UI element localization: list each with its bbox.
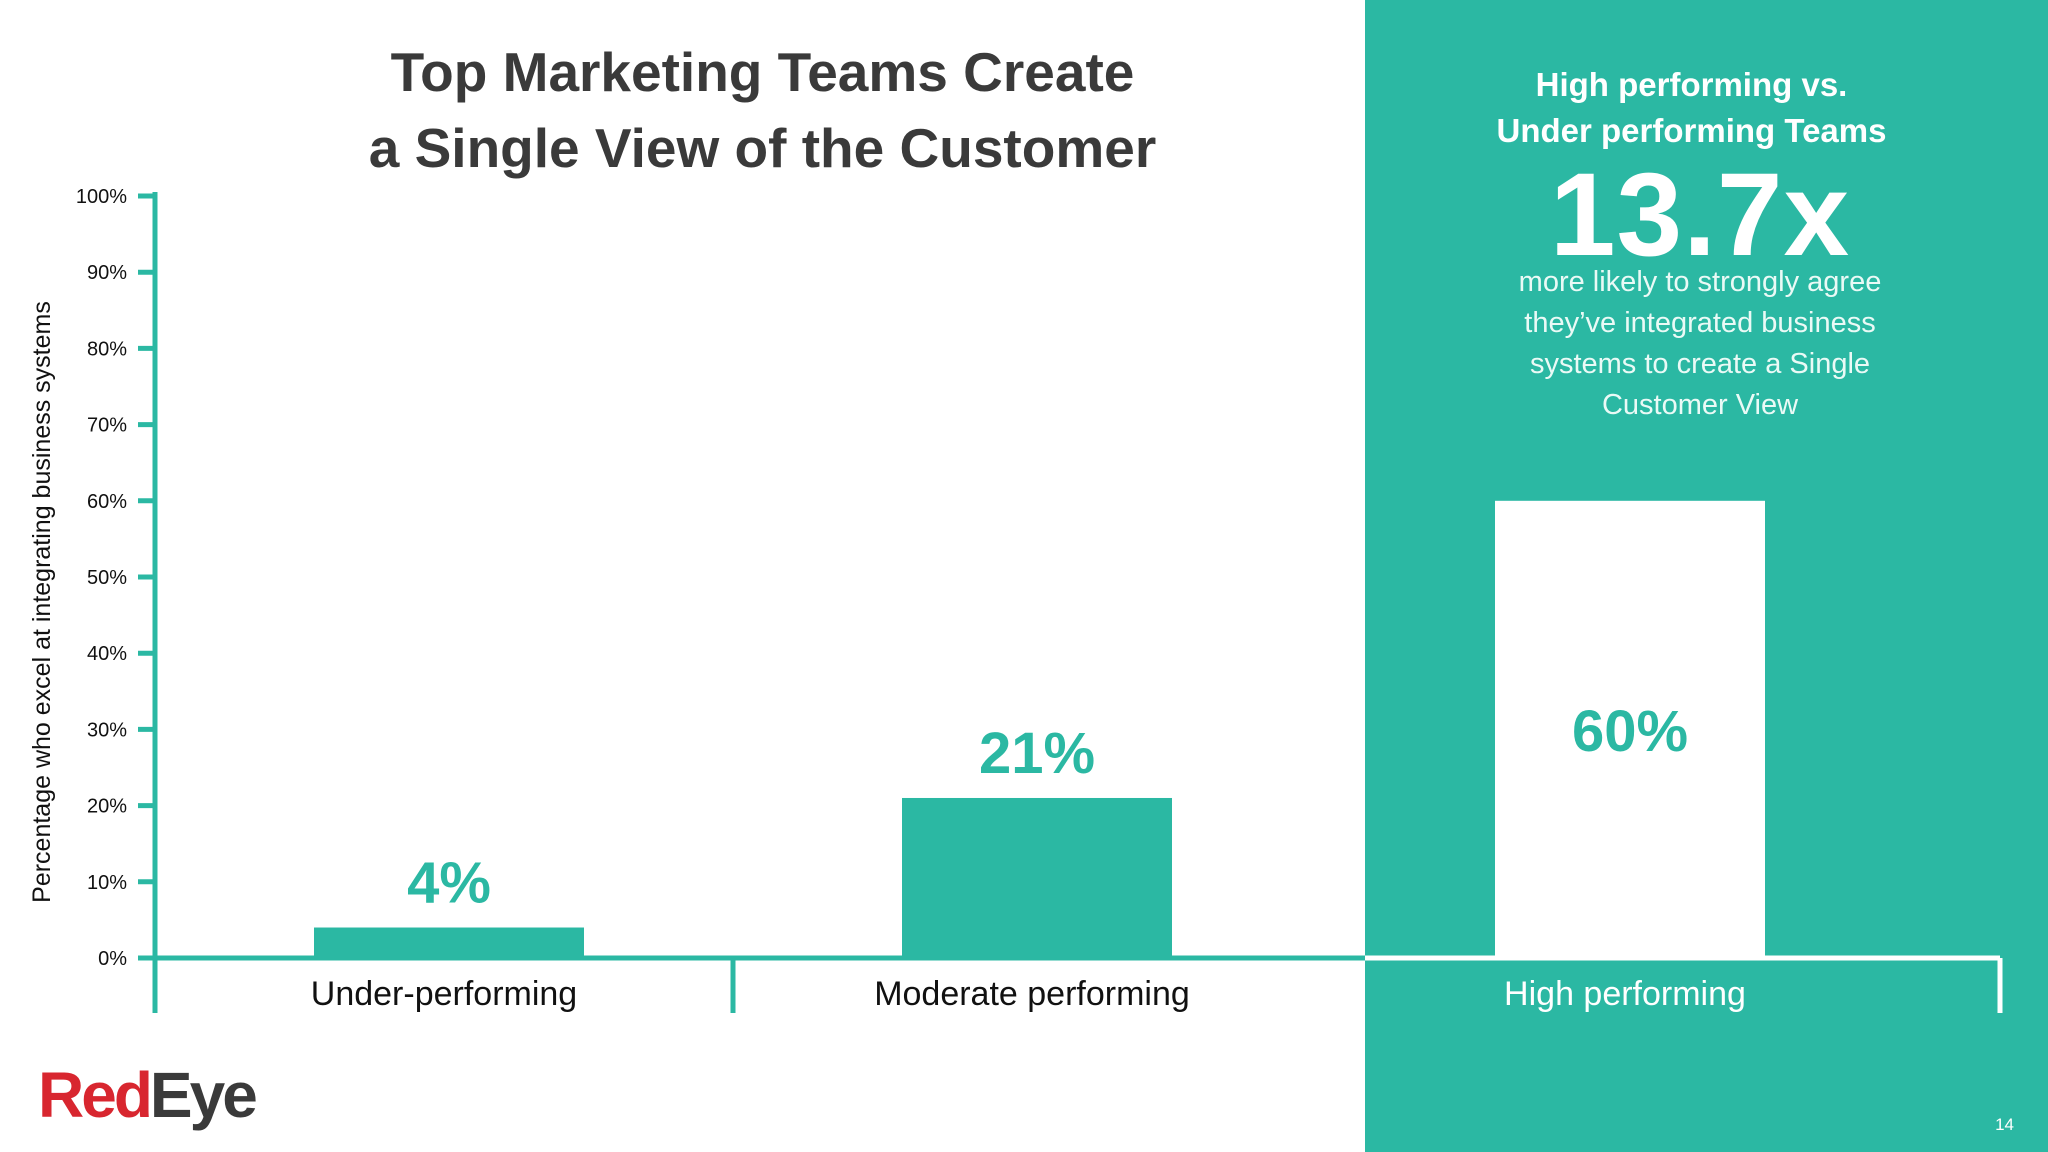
data-label-1: 4%: [407, 851, 491, 916]
y-tick-label-4: 40%: [87, 643, 127, 665]
slide-title-line-1: Top Marketing Teams Create: [390, 41, 1135, 103]
callout-heading-line-1: High performing vs.: [1535, 66, 1848, 103]
data-label-2: 21%: [979, 721, 1095, 786]
category-label-3: High performing: [1504, 975, 1746, 1013]
callout-heading: High performing vs. Under performing Tea…: [1365, 62, 2018, 154]
logo-text-dark: Eye: [149, 1059, 258, 1131]
callout-heading-line-2: Under performing Teams: [1496, 112, 1887, 149]
slide-title: Top Marketing Teams Create a Single View…: [240, 34, 1285, 186]
y-tick-label-5: 50%: [87, 567, 127, 589]
logo-text-red: Red: [38, 1059, 153, 1131]
y-axis-title: Percentage who excel at integrating busi…: [28, 301, 56, 903]
page-number: 14: [1995, 1115, 2014, 1134]
y-tick-label-9: 90%: [87, 262, 127, 284]
y-tick-label-6: 60%: [87, 491, 127, 513]
y-tick-label-2: 20%: [87, 796, 127, 818]
bar-2: [902, 797, 1172, 958]
y-tick-label-7: 70%: [87, 415, 127, 437]
category-label-2: Moderate performing: [874, 975, 1190, 1013]
bar-3: [1495, 500, 1765, 958]
data-label-3: 60%: [1572, 699, 1688, 764]
bar-1: [314, 927, 584, 958]
redeye-logo: RedEye: [38, 1055, 258, 1135]
callout-description: more likely to strongly agree they’ve in…: [1518, 266, 1882, 421]
y-tick-label-1: 10%: [87, 872, 127, 894]
callout-stat: 13.7x: [1549, 149, 1851, 281]
y-tick-label-3: 30%: [87, 719, 127, 741]
y-tick-label-10: 100%: [76, 186, 127, 208]
y-tick-label-0: 0%: [98, 948, 127, 970]
category-label-1: Under-performing: [311, 975, 577, 1013]
slide-title-line-2: a Single View of the Customer: [368, 117, 1157, 179]
y-tick-label-8: 80%: [87, 338, 127, 360]
